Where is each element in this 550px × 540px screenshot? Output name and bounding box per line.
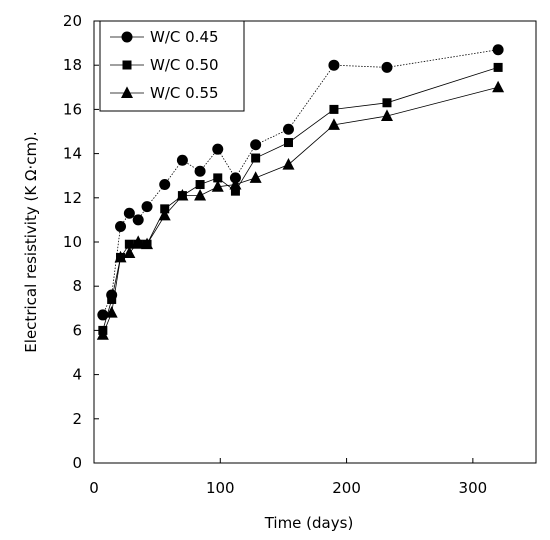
data-point-triangle (249, 171, 262, 183)
data-point-square (195, 180, 205, 190)
data-point-triangle (141, 237, 154, 250)
series-circle (97, 44, 504, 321)
y-tick-label: 0 (72, 454, 82, 472)
data-point-circle (250, 139, 262, 151)
legend-marker-square (122, 60, 132, 70)
data-point-triangle (114, 250, 127, 263)
data-point-square (493, 62, 503, 72)
x-axis-ticks: 0 100 200 300 (89, 458, 487, 497)
data-point-circle (141, 201, 153, 213)
y-tick-label: 4 (72, 366, 82, 384)
data-point-circle (492, 44, 504, 56)
x-axis-title: Time (days) (264, 514, 354, 532)
x-tick-label: 200 (332, 479, 361, 497)
legend-marker-triangle (121, 86, 133, 98)
y-tick-label: 18 (63, 56, 82, 74)
y-tick-label: 8 (72, 277, 82, 295)
data-point-circle (328, 59, 340, 71)
data-point-circle (176, 154, 188, 166)
data-point-triangle (194, 188, 207, 201)
data-point-triangle (211, 180, 224, 192)
y-axis-title: Electrical resistivity (K Ω·cm). (22, 131, 40, 352)
legend-label: W/C 0.50 (150, 56, 219, 74)
data-point-triangle (380, 109, 393, 121)
legend: W/C 0.45 W/C 0.50 W/C 0.55 (99, 20, 245, 112)
x-tick-label: 300 (459, 479, 488, 497)
data-point-triangle (96, 328, 109, 340)
data-point-square (329, 104, 339, 114)
data-point-circle (115, 221, 127, 233)
x-tick-label: 100 (206, 479, 235, 497)
legend-marker-circle (121, 31, 133, 43)
data-point-triangle (123, 246, 136, 258)
data-point-square (107, 294, 117, 304)
data-point-triangle (327, 118, 340, 130)
data-point-circle (159, 179, 171, 191)
y-tick-label: 2 (72, 410, 82, 428)
series-triangle (96, 80, 505, 340)
data-point-square (124, 239, 134, 249)
data-point-square (230, 186, 240, 196)
data-point-triangle (132, 235, 145, 247)
data-point-circle (97, 309, 109, 321)
data-point-circle (229, 172, 241, 184)
data-point-circle (282, 123, 294, 135)
data-point-circle (381, 61, 393, 73)
data-point-square (160, 204, 170, 214)
data-point-triangle (229, 177, 242, 190)
data-point-circle (212, 143, 224, 155)
data-point-triangle (105, 306, 118, 318)
data-point-square (213, 173, 223, 183)
series-line (102, 67, 499, 331)
data-point-square (382, 98, 392, 108)
data-point-circle (194, 165, 206, 177)
data-point-triangle (176, 188, 189, 201)
y-tick-label: 12 (63, 189, 82, 207)
data-point-square (283, 138, 293, 148)
data-point-triangle (158, 208, 171, 221)
y-tick-label: 6 (72, 321, 82, 339)
y-tick-label: 20 (63, 12, 82, 30)
data-point-triangle (282, 158, 295, 170)
series-layer (96, 44, 505, 340)
data-point-triangle (492, 80, 505, 93)
legend-label: W/C 0.45 (150, 28, 219, 46)
data-point-circle (132, 214, 144, 226)
data-point-square (251, 153, 261, 163)
y-axis-ticks: 0 2 4 6 8 10 12 14 16 18 20 (63, 12, 99, 472)
legend-label: W/C 0.55 (150, 84, 219, 102)
x-tick-label: 0 (89, 479, 99, 497)
y-tick-label: 10 (63, 233, 82, 251)
y-tick-label: 16 (63, 100, 82, 118)
data-point-circle (123, 207, 135, 219)
y-tick-label: 14 (63, 145, 82, 163)
